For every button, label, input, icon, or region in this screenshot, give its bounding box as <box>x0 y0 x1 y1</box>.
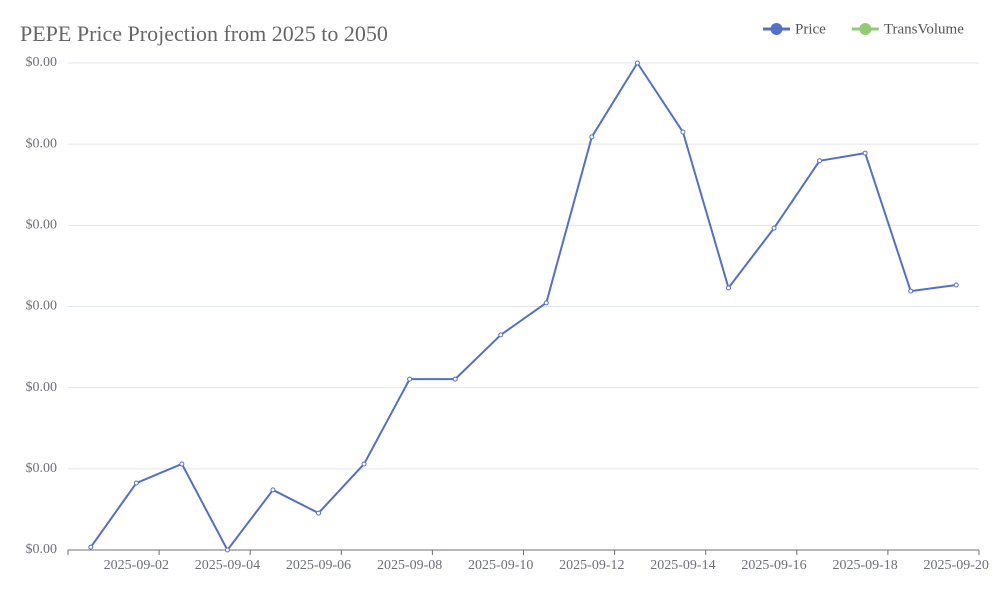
data-point <box>543 300 549 306</box>
x-tick-label: 2025-09-08 <box>377 558 442 573</box>
data-point <box>407 376 413 382</box>
data-point <box>771 225 777 231</box>
x-tick-label: 2025-09-02 <box>104 558 169 573</box>
data-point <box>270 487 276 493</box>
x-tick-label: 2025-09-04 <box>195 558 260 573</box>
data-point <box>862 150 868 156</box>
y-tick-label: $0.00 <box>26 55 58 70</box>
legend-item: Price <box>763 21 826 37</box>
data-point <box>908 288 914 294</box>
y-tick-label: $0.00 <box>26 461 58 476</box>
y-tick-label: $0.00 <box>26 380 58 395</box>
y-tick-label: $0.00 <box>26 136 58 151</box>
data-point <box>725 285 731 291</box>
y-tick-label: $0.00 <box>26 542 58 557</box>
data-point <box>452 376 458 382</box>
data-point <box>316 510 322 516</box>
y-tick-label: $0.00 <box>26 299 58 314</box>
data-point <box>498 332 504 338</box>
legend-item: TransVolume <box>851 21 964 37</box>
chart-title: PEPE Price Projection from 2025 to 2050 <box>20 21 388 46</box>
data-point <box>680 129 686 135</box>
x-tick-label: 2025-09-12 <box>559 558 624 573</box>
data-point <box>817 158 823 164</box>
data-point <box>634 60 640 66</box>
x-tick-label: 2025-09-18 <box>832 558 897 573</box>
x-tick-label: 2025-09-10 <box>468 558 533 573</box>
y-tick-label: $0.00 <box>26 218 58 233</box>
x-tick-label: 2025-09-14 <box>650 558 715 573</box>
x-tick-label: 2025-09-20 <box>924 558 989 573</box>
x-tick-label: 2025-09-06 <box>286 558 351 573</box>
data-point <box>589 134 595 140</box>
legend-label: Price <box>795 21 826 37</box>
price-line <box>89 62 957 551</box>
legend-label: TransVolume <box>884 21 964 37</box>
data-point <box>179 461 185 467</box>
data-point <box>224 547 230 553</box>
data-point <box>953 282 959 288</box>
data-point <box>133 480 139 486</box>
x-tick-label: 2025-09-16 <box>741 558 806 573</box>
legend-marker <box>770 23 783 35</box>
data-point <box>88 544 94 550</box>
data-point <box>361 461 367 467</box>
legend-marker <box>859 23 872 35</box>
